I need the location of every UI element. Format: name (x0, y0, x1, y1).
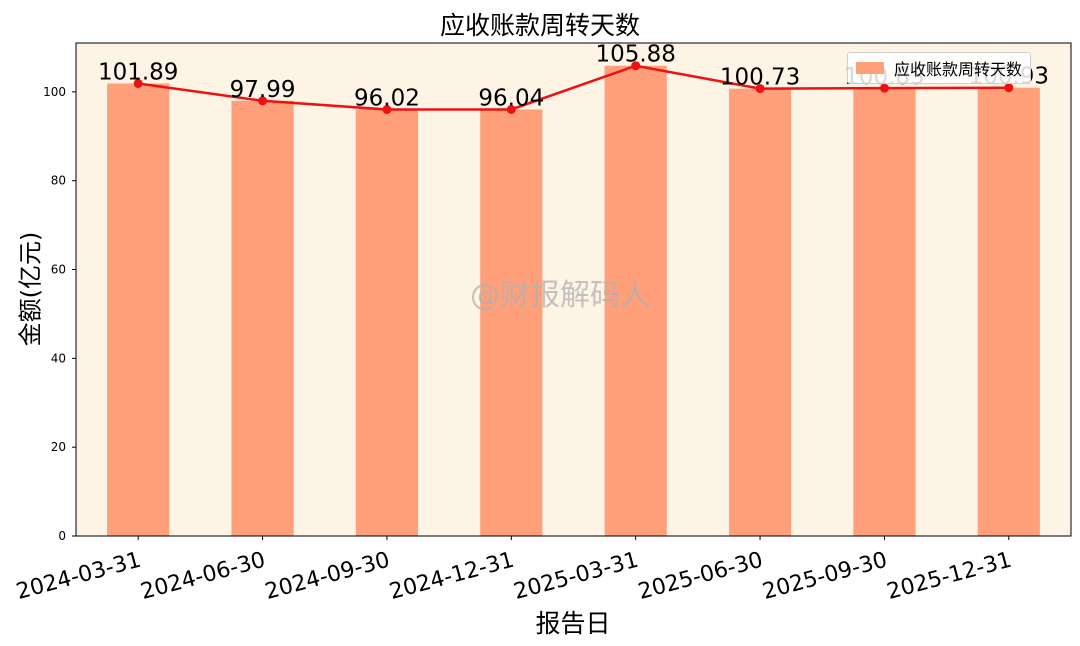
x-tick-label: 2025-03-31 (511, 548, 641, 605)
line-point (133, 78, 143, 88)
data-label: 100.73 (720, 65, 800, 91)
data-label: 97.99 (230, 77, 296, 103)
y-tick-label: 0 (58, 529, 66, 543)
x-tick-label: 2024-09-30 (263, 548, 393, 605)
y-tick-label: 40 (51, 351, 66, 365)
line-point (506, 104, 516, 114)
line-point (258, 96, 268, 106)
bar (480, 109, 543, 536)
bar (728, 88, 792, 537)
data-label: 96.02 (354, 86, 420, 112)
x-tick-label: 2025-09-30 (760, 548, 890, 605)
bar (231, 100, 294, 537)
chart-title: 应收账款周转天数 (439, 11, 640, 40)
bar (107, 83, 170, 536)
x-tick-label: 2024-06-30 (138, 548, 268, 605)
x-tick-label: 2025-12-31 (884, 548, 1014, 605)
data-label: 105.88 (595, 42, 675, 68)
x-axis-label: 报告日 (535, 609, 611, 638)
y-tick-label: 100 (43, 85, 66, 99)
bar (355, 109, 419, 537)
line-point (1004, 83, 1014, 93)
legend-swatch (856, 62, 884, 74)
chart-legend: 应收账款周转天数 (847, 52, 1032, 84)
data-label: 96.04 (478, 85, 544, 111)
y-tick-label: 80 (51, 174, 66, 188)
line-point (755, 84, 765, 94)
y-axis-label: 金额(亿元) (16, 231, 45, 347)
line-point (879, 83, 889, 93)
data-label: 101.89 (98, 59, 178, 85)
y-tick-label: 20 (51, 440, 66, 454)
x-tick-label: 2024-12-31 (387, 548, 517, 605)
plot-frame (75, 42, 1072, 537)
series-line (138, 64, 1009, 111)
bar (977, 87, 1040, 537)
bar (604, 65, 667, 537)
line-point (382, 105, 392, 115)
x-tick-label: 2024-03-31 (14, 548, 144, 605)
line-point (631, 61, 641, 71)
legend-label: 应收账款周转天数 (894, 60, 1023, 79)
bar (853, 88, 916, 536)
watermark: @财报解码人 (470, 278, 650, 313)
y-tick-label: 60 (51, 263, 66, 277)
x-tick-label: 2025-06-30 (636, 548, 766, 605)
